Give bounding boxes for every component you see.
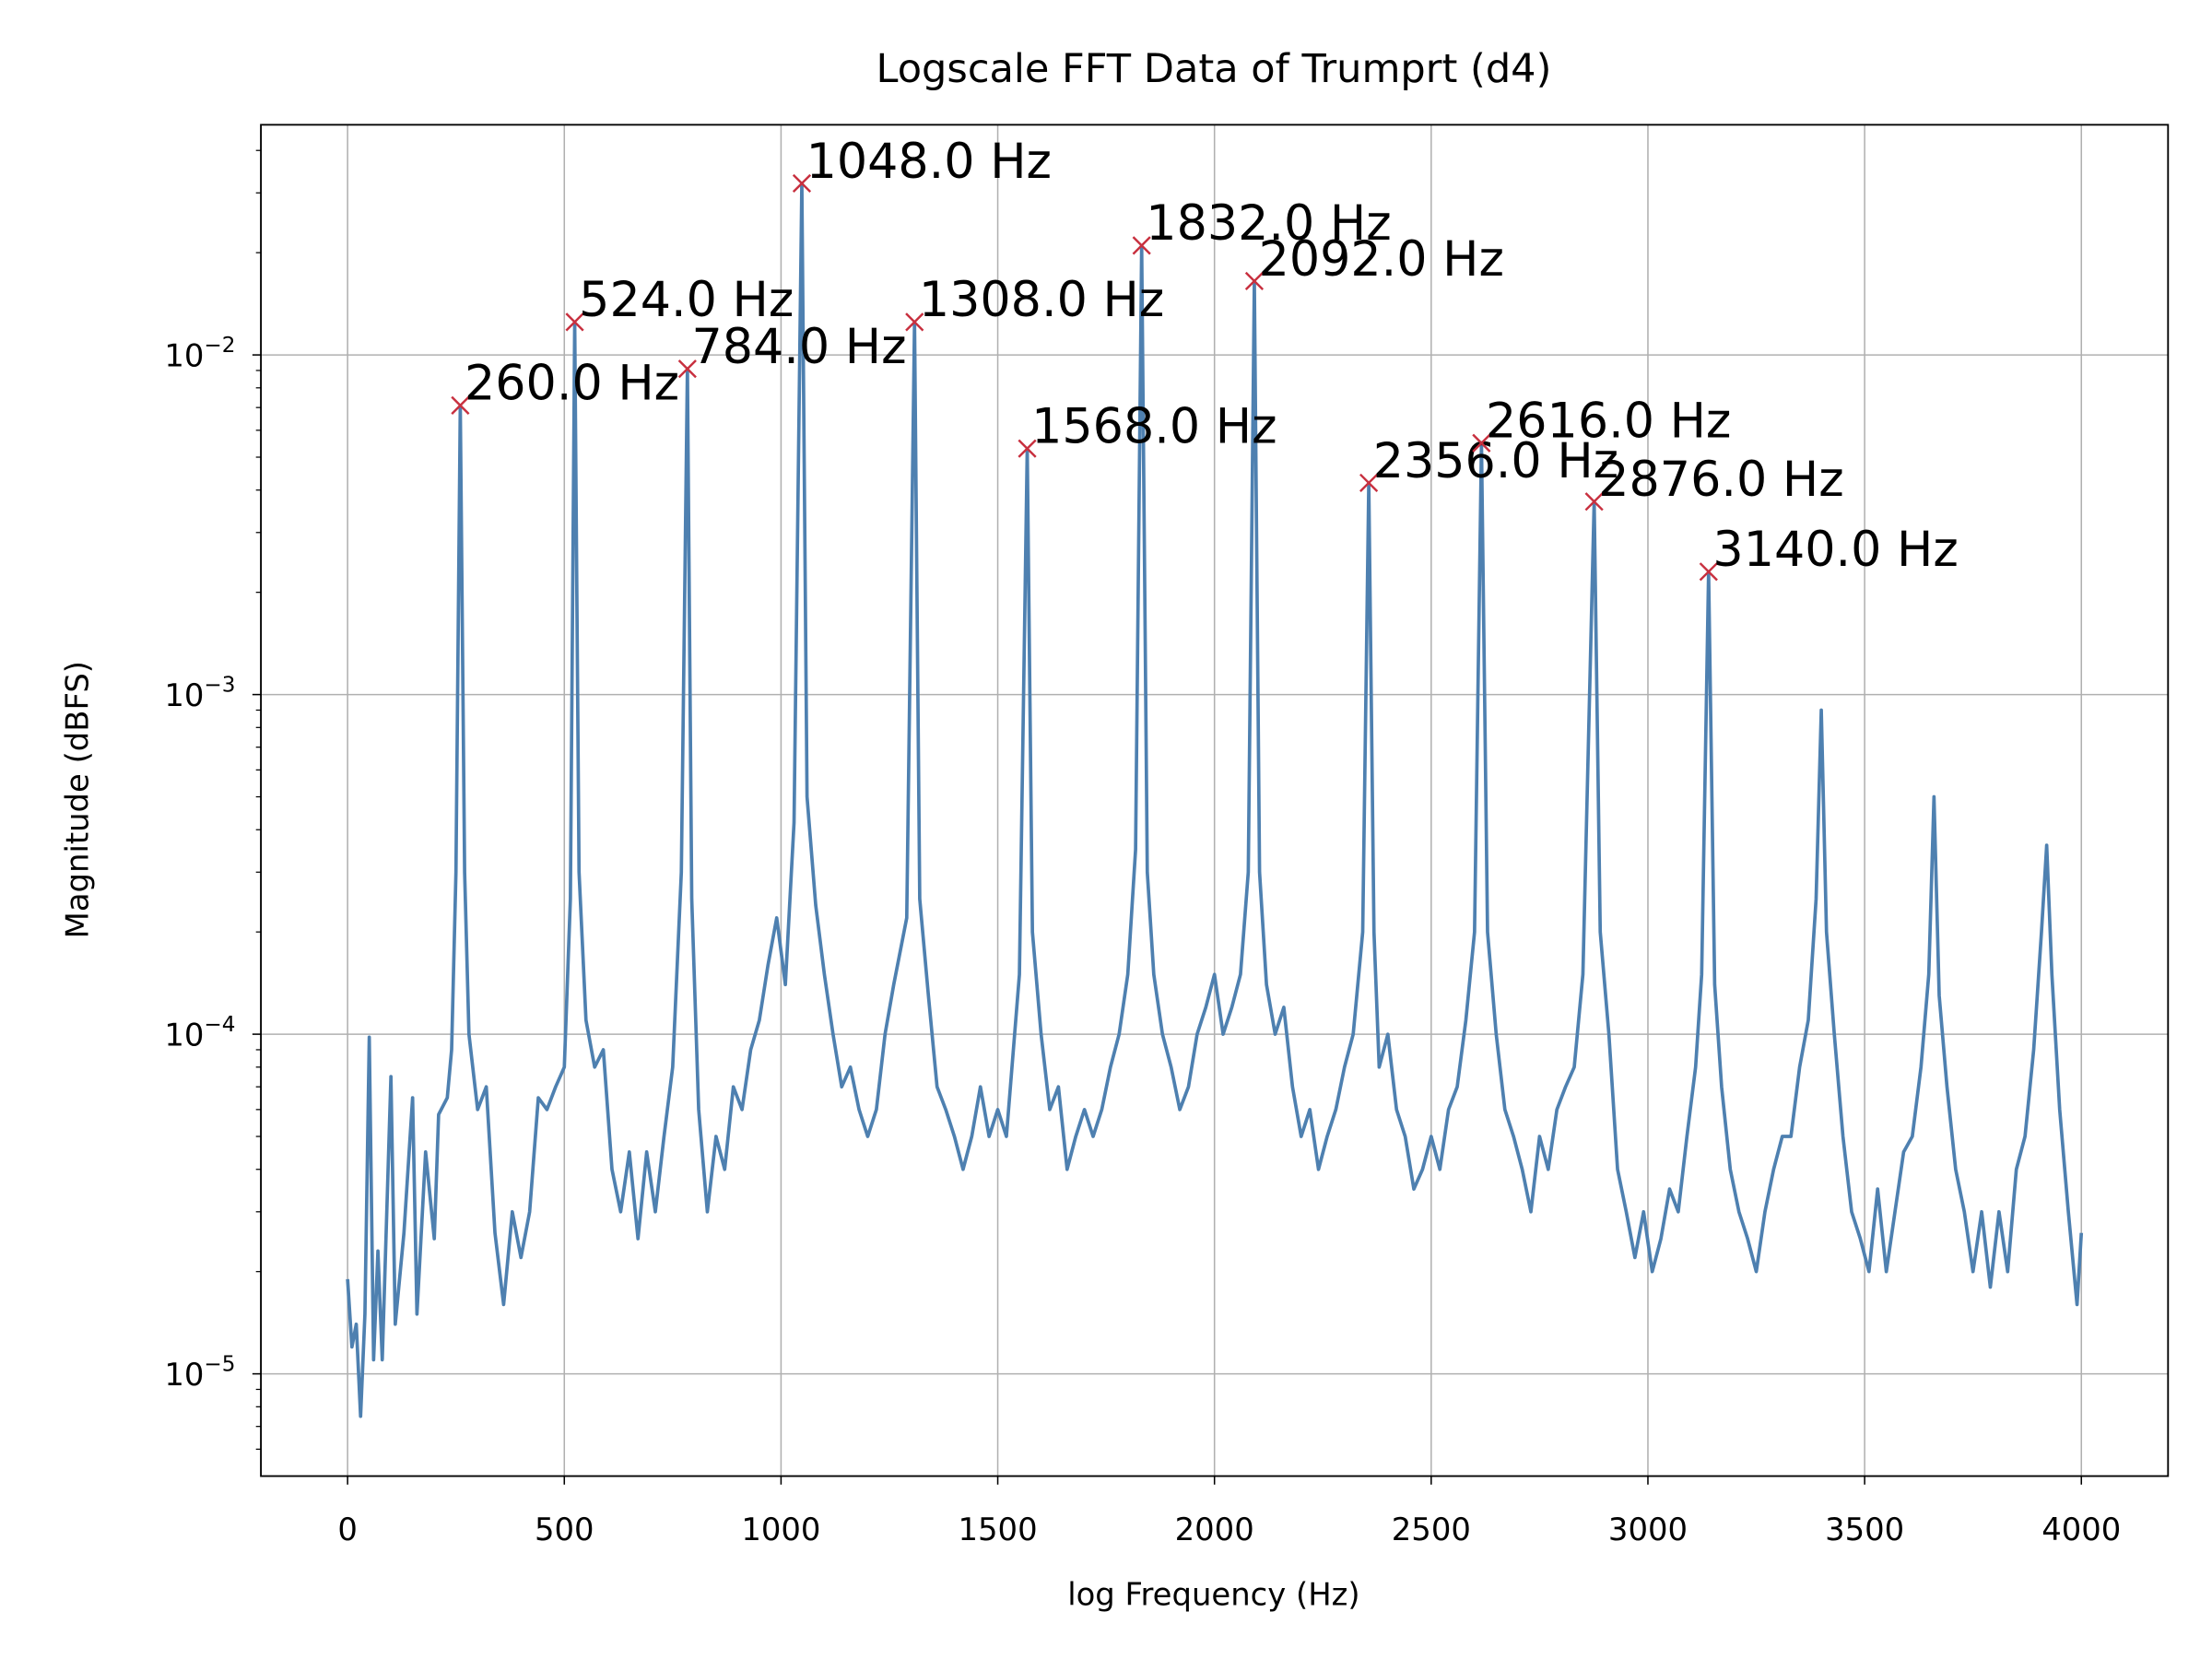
x-axis-label: log Frequency (Hz): [1067, 1577, 1359, 1613]
peak-label: 2356.0 Hz: [1373, 433, 1618, 489]
peak-marker: [677, 359, 697, 379]
x-tick-label: 2500: [1392, 1512, 1471, 1547]
peak-marker: [792, 173, 812, 194]
peak-marker: [565, 312, 584, 332]
y-tick-base: 10: [164, 1017, 204, 1053]
peak-label: 3140.0 Hz: [1712, 522, 1958, 578]
peak-marker: [1472, 433, 1491, 453]
peak-marker: [1699, 562, 1718, 582]
y-tick-label: 10−3: [164, 674, 235, 713]
x-tick-label: 500: [535, 1512, 594, 1547]
peak-label: 784.0 Hz: [691, 319, 906, 375]
y-tick-base: 10: [164, 1357, 204, 1393]
y-tick-exponent: −4: [204, 1013, 235, 1037]
peak-marker: [905, 312, 924, 332]
x-tick-label: 3500: [1825, 1512, 1904, 1547]
y-tick-label: 10−4: [164, 1013, 235, 1053]
peak-label: 1832.0 Hz: [1146, 195, 1391, 252]
axes: 0 500 1000 1500 2000 2500 3000 3500 400010−510−4…: [164, 149, 2121, 1547]
spectrum-line: [346, 182, 2084, 1418]
peak-label: 524.0 Hz: [579, 272, 794, 328]
y-tick-label: 10−5: [164, 1353, 235, 1393]
x-tick-label: 1000: [741, 1512, 820, 1547]
peak-label: 2092.0 Hz: [1259, 231, 1504, 288]
peak-marker: [451, 395, 470, 416]
peak-marker: [1132, 236, 1151, 255]
peak-label: 260.0 Hz: [465, 356, 679, 412]
peak-marker: [1244, 271, 1265, 291]
y-tick-exponent: −2: [204, 334, 235, 358]
x-tick-label: 3000: [1608, 1512, 1688, 1547]
peak-marker: [1018, 439, 1037, 458]
y-tick-exponent: −5: [204, 1353, 235, 1377]
peak-marker: [1584, 492, 1604, 512]
peak-label: 1568.0 Hz: [1031, 399, 1277, 455]
y-tick-base: 10: [164, 337, 204, 373]
peak-label: 2876.0 Hz: [1598, 452, 1843, 508]
peak-label: 1048.0 Hz: [806, 134, 1052, 190]
y-tick-base: 10: [164, 677, 204, 713]
peak-label: 2616.0 Hz: [1486, 394, 1731, 450]
y-tick-exponent: −3: [204, 674, 235, 698]
x-tick-label: 1500: [959, 1512, 1038, 1547]
y-axis-label: Magnitude (dBFS): [59, 661, 95, 938]
x-tick-label: 2000: [1175, 1512, 1254, 1547]
peak-label: 1308.0 Hz: [919, 272, 1164, 328]
x-tick-label: 4000: [2041, 1512, 2121, 1547]
x-tick-label: 0: [337, 1512, 358, 1547]
chart-title: Logscale FFT Data of Trumprt (d4): [876, 46, 1551, 92]
y-tick-label: 10−2: [164, 334, 235, 373]
peak-marker: [1359, 473, 1379, 493]
